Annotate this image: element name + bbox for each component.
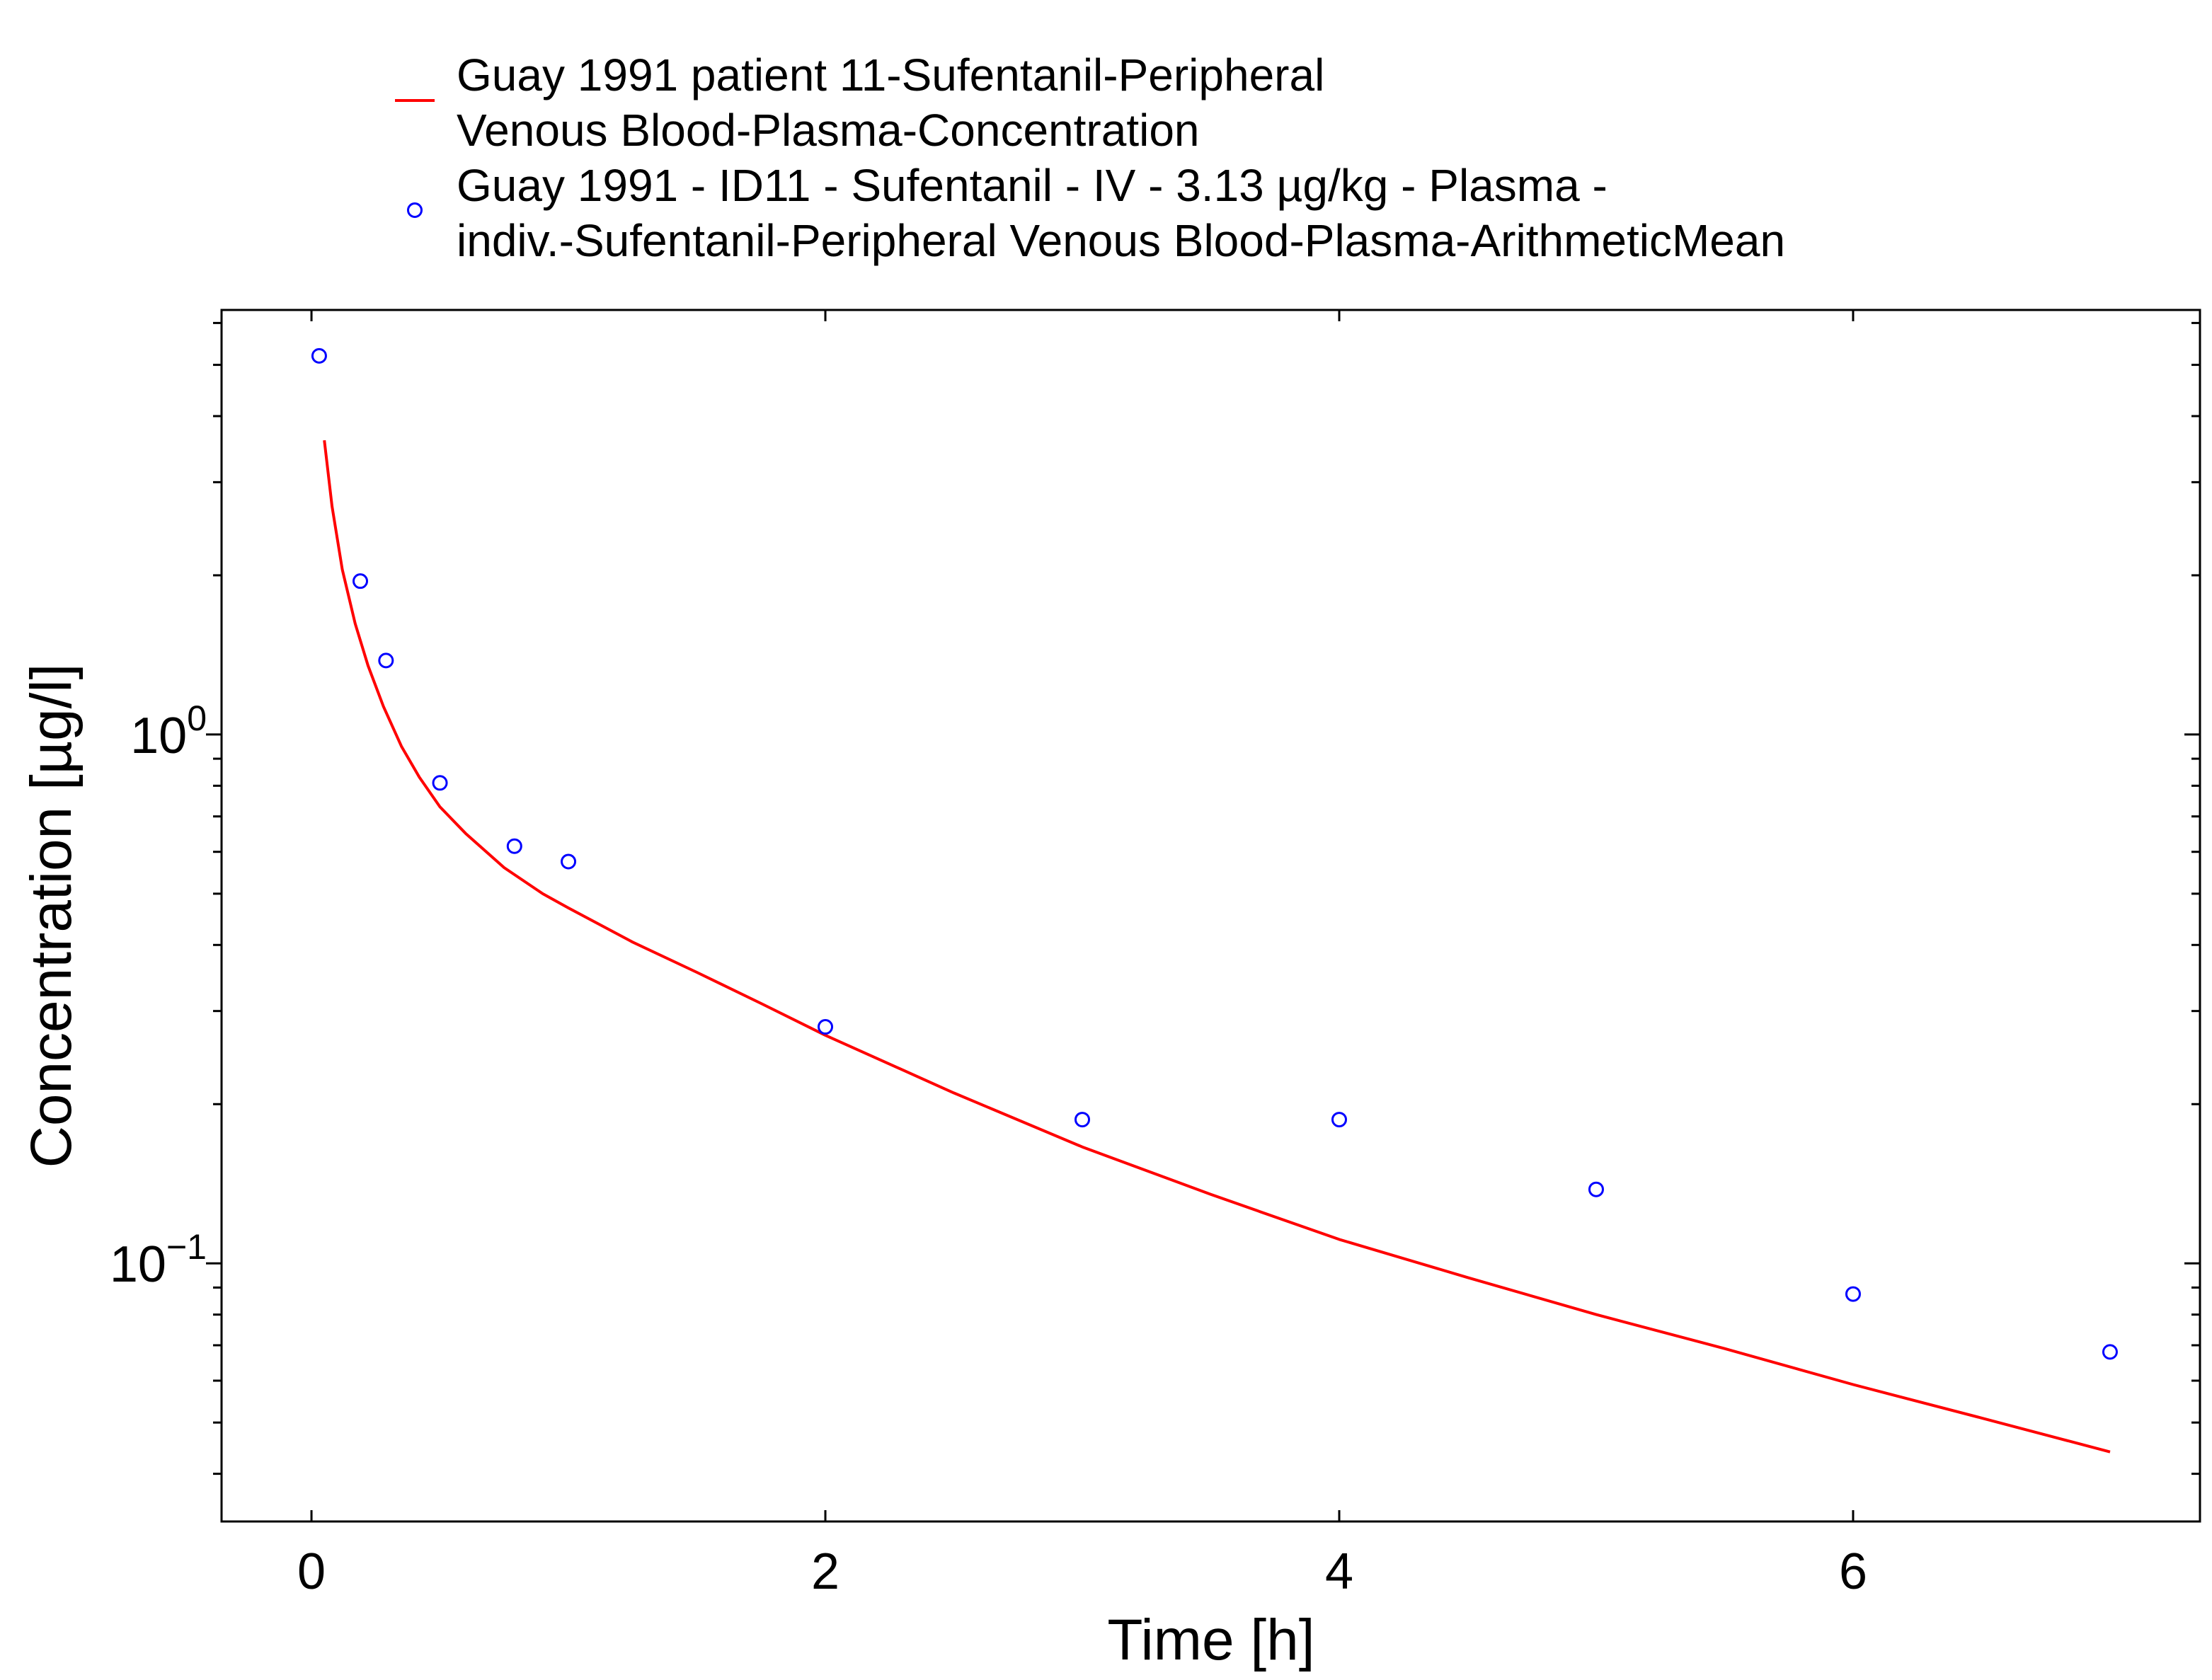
data-point-observed [561,853,577,870]
data-point-observed [2102,1344,2118,1360]
y-tick-label-base: 10 [130,708,187,764]
series-layer [311,347,2118,1454]
y-tick-label-exponent: −1 [166,1227,207,1267]
data-point-observed [432,775,448,791]
x-axis-label: Time [h] [1107,1608,1314,1672]
legend-label-marker-2: indiv.-Sufentanil-Peripheral Venous Bloo… [457,215,1785,266]
data-point-observed [378,652,394,669]
legend-label-line-1: Guay 1991 patient 11-Sufentanil-Peripher… [457,50,1324,100]
legend-marker-swatch [407,202,423,218]
y-tick-label-exponent: 0 [187,698,207,738]
plot-area-frame [220,309,2201,1523]
y-tick-label: 100 [130,698,207,764]
legend-label-line-2: Venous Blood-Plasma-Concentration [457,105,1200,156]
x-tick-label: 4 [1325,1543,1353,1600]
data-point-observed [506,838,522,854]
data-point-observed [818,1019,834,1035]
legend: Guay 1991 patient 11-Sufentanil-Peripher… [395,50,1785,266]
data-point-observed [1588,1181,1604,1197]
data-point-observed [353,573,369,589]
y-tick-label: 10−1 [110,1227,207,1293]
y-tick-label-base: 10 [110,1236,166,1293]
x-tick-label: 0 [297,1543,326,1600]
data-point-observed [1845,1286,1861,1302]
y-axis-label: Concentration [µg/l] [19,664,84,1168]
series-simulation-line [323,439,2111,1454]
data-point-observed [1331,1112,1347,1128]
x-axis-ticks: 0 2 4 6 [297,310,1867,1600]
x-tick-label: 6 [1839,1543,1867,1600]
data-point-observed [311,347,327,364]
x-tick-label: 2 [811,1543,839,1600]
data-point-observed [1075,1112,1091,1128]
legend-label-marker-1: Guay 1991 - ID11 - Sufentanil - IV - 3.1… [457,160,1608,211]
